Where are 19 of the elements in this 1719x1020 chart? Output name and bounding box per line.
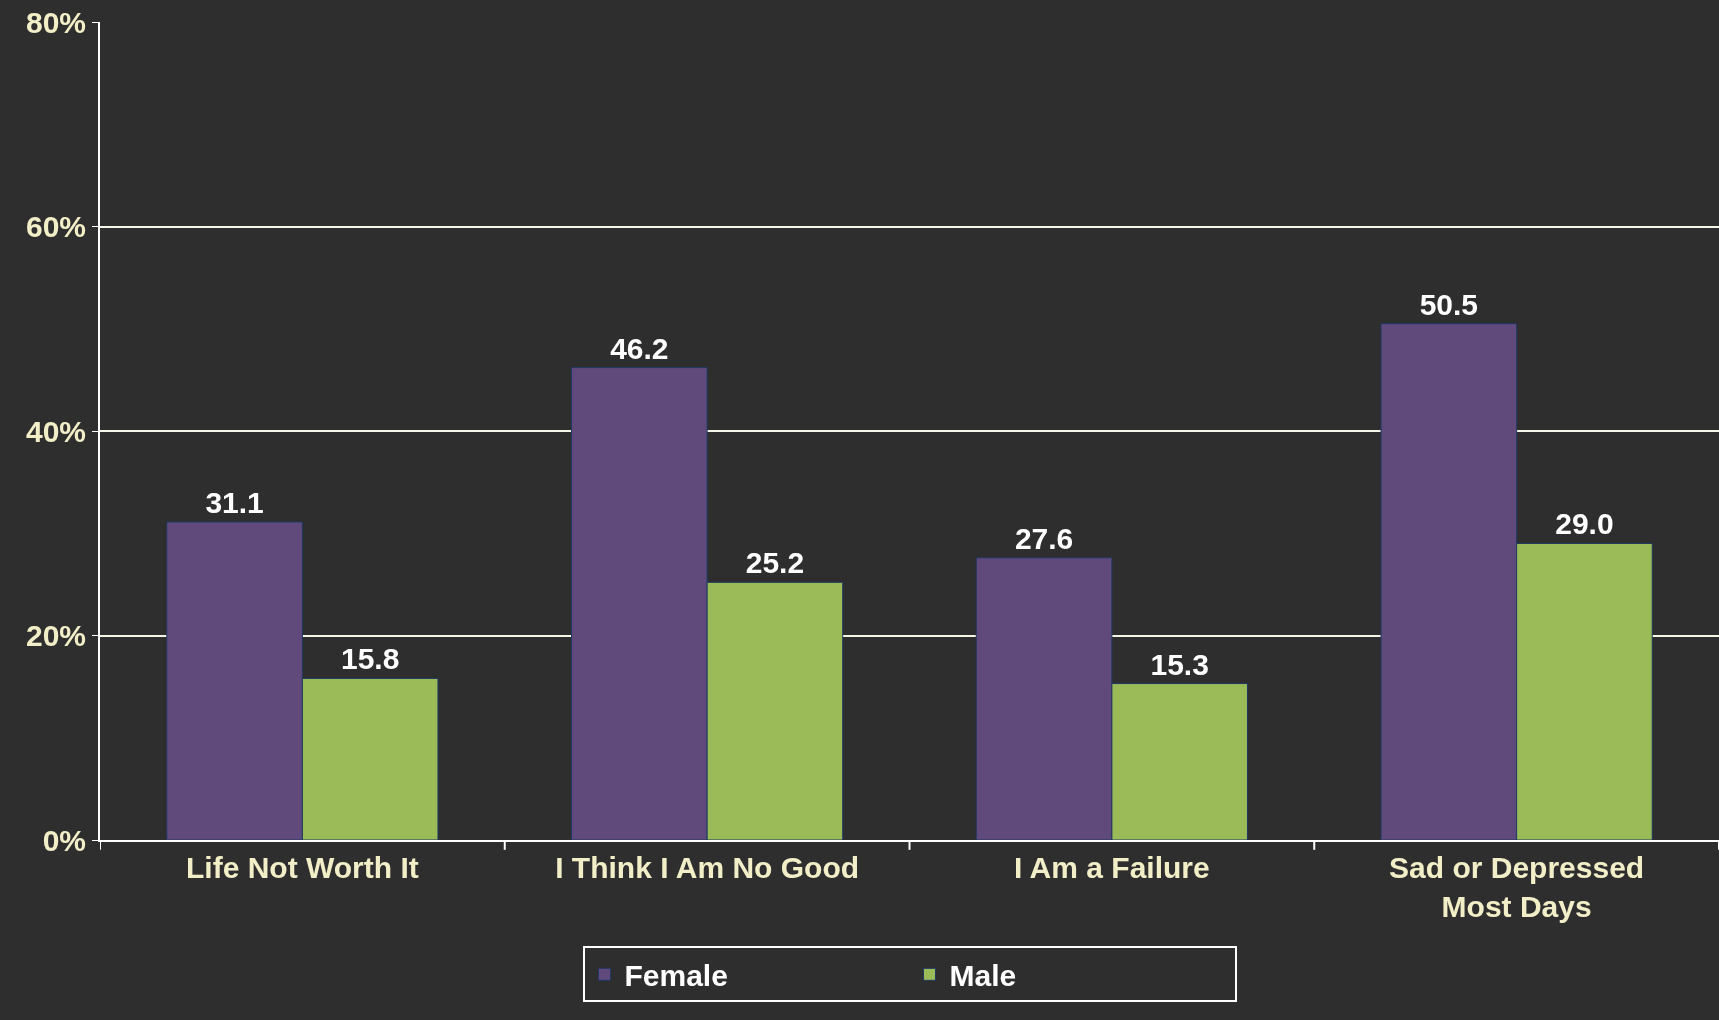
data-label: 25.2	[745, 546, 805, 580]
x-tick-label: I Am a Failure	[1014, 851, 1210, 884]
y-tick-label: 80%	[25, 5, 86, 39]
legend-label: Female	[624, 959, 728, 993]
y-tick-label: 20%	[25, 619, 86, 652]
data-label: 31.1	[205, 486, 264, 519]
y-tick-label: 60%	[25, 210, 86, 243]
legend-label: Male	[949, 959, 1017, 993]
y-tick-label: 0%	[42, 823, 86, 857]
data-label: 50.5	[1419, 287, 1479, 321]
data-label: 29.0	[1555, 507, 1614, 541]
x-tick-label: I Think I Am No Good	[555, 851, 860, 884]
data-label: 27.6	[1014, 521, 1074, 555]
data-label: 46.2	[610, 331, 669, 365]
x-tick-label: Sad or Depressed Most Days	[1389, 851, 1645, 923]
x-tick-label: Life Not Worth It	[186, 851, 419, 884]
data-label: 15.8	[340, 642, 400, 676]
y-tick-label: 40%	[25, 414, 86, 448]
data-label: 15.3	[1150, 647, 1209, 681]
